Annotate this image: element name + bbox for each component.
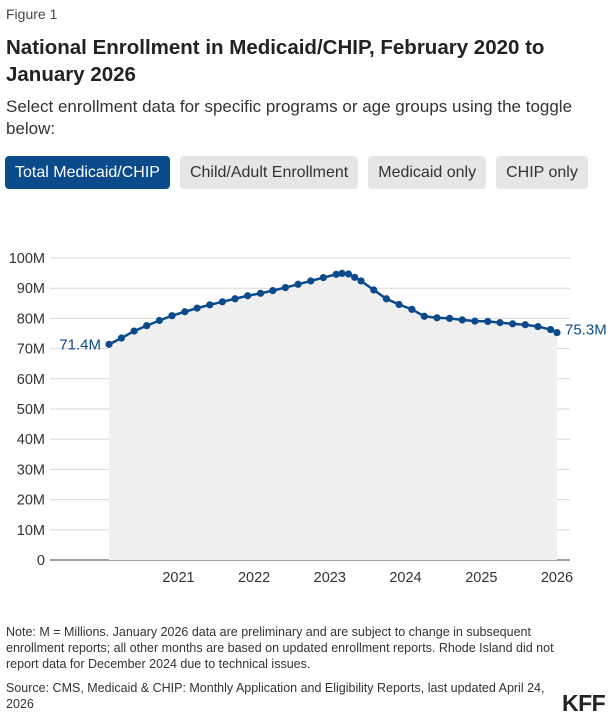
x-tick-label: 2026 [541,570,573,586]
data-point [395,300,403,309]
y-tick-label: 70M [17,342,45,358]
data-point [496,319,504,327]
program-toggle-group: Total Medicaid/CHIP Child/Adult Enrollme… [5,156,598,189]
y-tick-label: 80M [17,311,45,327]
data-point [256,289,265,297]
y-tick-label: 20M [17,493,45,509]
data-point [117,334,126,342]
data-point [244,292,252,300]
data-point [484,317,492,326]
y-tick-label: 60M [17,372,45,388]
y-tick-label: 0 [37,553,45,569]
data-point [357,277,365,285]
kff-logo: KFF [562,690,606,716]
area-under-line [109,273,557,560]
data-point [155,316,163,325]
data-point [509,320,517,328]
x-tick-label: 2021 [162,570,194,586]
y-tick-label: 50M [17,402,45,418]
data-point [446,314,454,322]
chart-title: National Enrollment in Medicaid/CHIP, Fe… [6,36,545,86]
data-point [344,270,353,278]
data-point [143,322,151,330]
data-point [382,295,390,303]
data-point [193,304,201,312]
chart-note: Note: M = Millions. January 2026 data ar… [6,625,554,671]
data-point [269,287,277,295]
data-point [458,316,466,324]
data-point [307,277,315,285]
data-point [206,301,214,309]
axes: 0 10M 20M 30M 40M 50M 60M 70M 80M 90M 100M 2021 2022… [9,251,607,586]
x-tick-label: 2024 [389,570,421,586]
data-point [319,274,327,282]
data-point [130,327,138,335]
x-tick-label: 2022 [238,570,270,586]
y-tick-label: 10M [17,523,45,539]
chart-source: Source: CMS, Medicaid & CHIP: Monthly Ap… [6,681,545,711]
figure-label: Figure 1 [6,6,58,22]
data-point [420,312,428,320]
data-point [408,305,416,313]
data-point [231,295,239,303]
x-tick-label: 2025 [465,570,497,586]
data-point [521,321,529,329]
data-point [181,308,189,316]
start-value-label: 71.4M [59,336,101,353]
data-points [105,269,561,348]
enrollment-line-chart: 0 10M 20M 30M 40M 50M 60M 70M 80M 90M 100M 2021 2022… [9,251,607,586]
chart-subtitle: Select enrollment data for specific prog… [6,97,573,138]
data-point [553,328,561,337]
data-point [370,286,378,294]
data-point [546,325,555,334]
data-point [294,280,302,288]
data-point [433,314,441,322]
end-value-label: 75.3M [565,322,607,339]
area-fill [109,273,557,560]
y-tick-label: 30M [17,462,45,478]
data-point [218,298,226,306]
toggle-total-medicaid-chip[interactable]: Total Medicaid/CHIP [5,156,170,189]
y-tick-label: 100M [9,251,45,267]
x-tick-label: 2023 [314,570,346,586]
y-tick-label: 40M [17,432,45,448]
data-point [338,269,346,278]
data-point [332,270,340,278]
data-point [105,340,113,348]
data-point [168,312,176,320]
toggle-medicaid-only[interactable]: Medicaid only [368,156,487,189]
toggle-chip-only[interactable]: CHIP only [496,156,588,189]
data-point [351,273,359,281]
toggle-child-adult-enrollment[interactable]: Child/Adult Enrollment [179,156,359,189]
data-point [281,283,290,292]
y-tick-label: 90M [17,281,45,297]
data-point [534,322,542,331]
data-point [471,317,479,325]
